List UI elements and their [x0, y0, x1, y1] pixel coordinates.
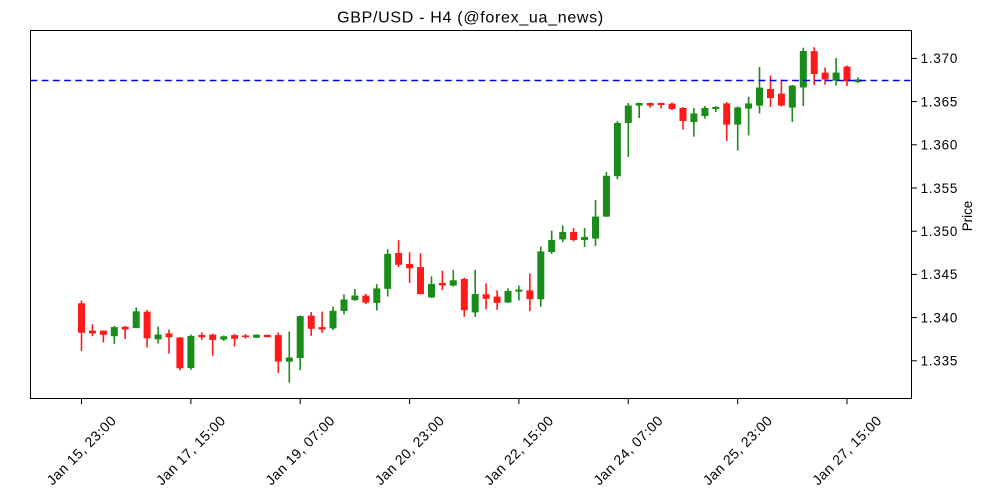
svg-text:GBP/USD - H4 (@forex_ua_news): GBP/USD - H4 (@forex_ua_news) [337, 10, 604, 27]
svg-text:Price: Price [960, 201, 975, 232]
svg-text:1.345: 1.345 [921, 267, 959, 282]
svg-text:1.335: 1.335 [921, 354, 959, 369]
svg-text:1.350: 1.350 [921, 224, 959, 239]
svg-text:1.355: 1.355 [921, 181, 959, 196]
svg-text:1.360: 1.360 [921, 138, 959, 153]
svg-text:1.340: 1.340 [921, 310, 959, 325]
svg-text:1.370: 1.370 [921, 51, 959, 66]
svg-text:1.365: 1.365 [921, 94, 959, 109]
